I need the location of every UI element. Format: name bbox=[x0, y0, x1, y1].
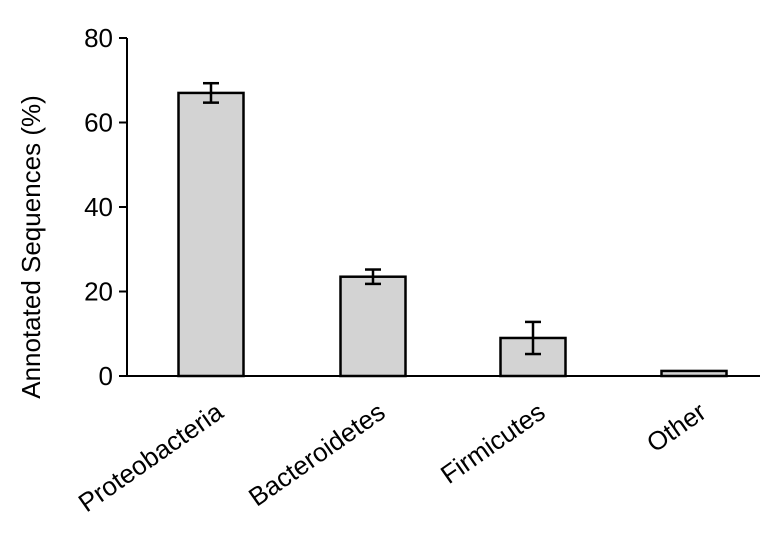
y-tick-label: 20 bbox=[84, 277, 113, 307]
y-tick-label: 0 bbox=[99, 361, 113, 391]
x-category-label: Other bbox=[641, 396, 712, 458]
y-axis-title: Annotated Sequences (%) bbox=[16, 95, 46, 399]
x-category-label: Proteobacteria bbox=[73, 396, 229, 518]
y-tick-label: 40 bbox=[84, 192, 113, 222]
bar-bacteroidetes bbox=[339, 275, 407, 378]
y-axis: 0 20 40 60 80 bbox=[84, 23, 128, 391]
y-tick-label: 80 bbox=[84, 23, 113, 53]
x-category-label: Bacteroidetes bbox=[243, 396, 390, 512]
bars bbox=[177, 91, 728, 378]
error-bars bbox=[203, 81, 541, 356]
x-category-label: Firmicutes bbox=[435, 396, 550, 489]
bar-proteobacteria bbox=[177, 91, 245, 378]
x-axis: Proteobacteria Bacteroidetes Firmicutes Oth… bbox=[73, 375, 760, 518]
y-tick-label: 60 bbox=[84, 108, 113, 138]
